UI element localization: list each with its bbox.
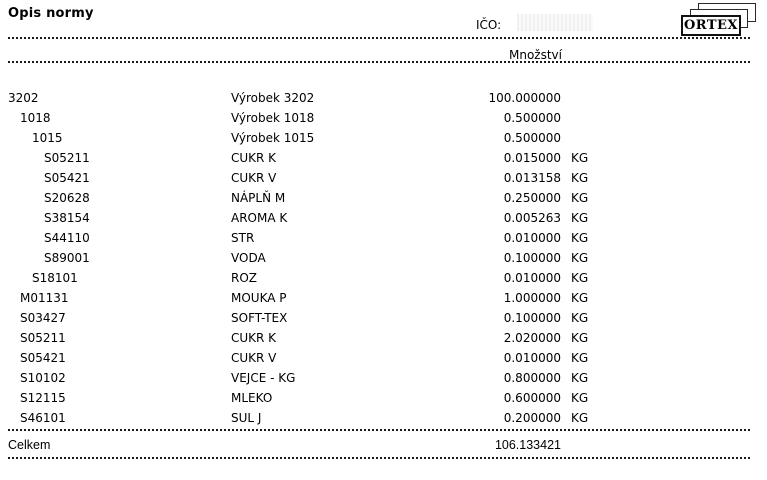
row-quantity: 0.010000: [503, 351, 561, 365]
row-code: S10102: [20, 371, 66, 385]
total-row: Celkem 106.133421: [0, 435, 767, 455]
row-code: 1018: [20, 111, 51, 125]
table-row: S89001 VODA 0.100000 KG: [0, 248, 767, 268]
row-quantity: 0.015000: [503, 151, 561, 165]
row-quantity: 0.005263: [503, 211, 561, 225]
row-unit: KG: [571, 151, 589, 165]
row-quantity: 0.500000: [503, 111, 561, 125]
row-unit: KG: [571, 191, 589, 205]
row-code: 1015: [32, 131, 63, 145]
row-code: S03427: [20, 311, 66, 325]
table-row: S12115 MLEKO 0.600000 KG: [0, 388, 767, 408]
row-unit: KG: [571, 271, 589, 285]
row-name: CUKR K: [231, 151, 277, 165]
row-code: S20628: [44, 191, 90, 205]
row-name: SOFT-TEX: [231, 311, 288, 325]
row-code: S05421: [20, 351, 66, 365]
table-row: 1018 Výrobek 1018 0.500000: [0, 108, 767, 128]
row-unit: KG: [571, 351, 589, 365]
row-unit: KG: [571, 371, 589, 385]
row-quantity: 1.000000: [503, 291, 561, 305]
row-unit: KG: [571, 311, 589, 325]
row-unit: KG: [571, 251, 589, 265]
row-unit: KG: [571, 411, 589, 425]
table-row: S05421 CUKR V 0.013158 KG: [0, 168, 767, 188]
table-row: S46101 SUL J 0.200000 KG: [0, 408, 767, 428]
row-unit: KG: [571, 211, 589, 225]
divider-header-bottom: [8, 61, 750, 63]
row-code: S89001: [44, 251, 90, 265]
ortex-logo: ORTEX: [681, 3, 759, 37]
table-row: M01131 MOUKA P 1.000000 KG: [0, 288, 767, 308]
table-row: S44110 STR 0.010000 KG: [0, 228, 767, 248]
table-row: S05211 CUKR K 2.020000 KG: [0, 328, 767, 348]
row-code: S05211: [20, 331, 66, 345]
table-row: S05211 CUKR K 0.015000 KG: [0, 148, 767, 168]
row-quantity: 0.800000: [503, 371, 561, 385]
row-quantity: 2.020000: [503, 331, 561, 345]
row-code: 3202: [8, 91, 39, 105]
row-unit: KG: [571, 291, 589, 305]
row-name: SUL J: [231, 411, 262, 425]
row-quantity: 0.010000: [503, 231, 561, 245]
row-quantity: 0.010000: [503, 271, 561, 285]
row-name: Výrobek 1015: [231, 131, 315, 145]
row-quantity: 0.013158: [503, 171, 561, 185]
divider-total-top: [8, 429, 750, 431]
row-code: S05211: [44, 151, 90, 165]
row-name: NÁPLŇ M: [231, 191, 286, 205]
table-row: S20628 NÁPLŇ M 0.250000 KG: [0, 188, 767, 208]
row-unit: KG: [571, 171, 589, 185]
row-code: S18101: [32, 271, 78, 285]
row-name: VEJCE - KG: [231, 371, 296, 385]
row-name: AROMA K: [231, 211, 288, 225]
ico-label: IČO:: [476, 18, 502, 32]
divider-header-top: [8, 37, 750, 39]
row-name: CUKR V: [231, 351, 277, 365]
total-label: Celkem: [8, 438, 51, 452]
row-unit: KG: [571, 231, 589, 245]
row-code: M01131: [20, 291, 69, 305]
table-row: S18101 ROZ 0.010000 KG: [0, 268, 767, 288]
table-row: S03427 SOFT-TEX 0.100000 KG: [0, 308, 767, 328]
table-row: 3202 Výrobek 3202 100.000000: [0, 88, 767, 108]
row-unit: KG: [571, 331, 589, 345]
ico-value-redacted: [517, 14, 593, 31]
row-code: S05421: [44, 171, 90, 185]
table-rows: 3202 Výrobek 3202 100.000000 1018 Výrobe…: [0, 88, 767, 428]
row-quantity: 0.250000: [503, 191, 561, 205]
table-row: 1015 Výrobek 1015 0.500000: [0, 128, 767, 148]
table-row: S38154 AROMA K 0.005263 KG: [0, 208, 767, 228]
row-name: VODA: [231, 251, 266, 265]
row-quantity: 0.500000: [503, 131, 561, 145]
page-title: Opis normy: [8, 6, 94, 21]
table-row: S05421 CUKR V 0.010000 KG: [0, 348, 767, 368]
row-name: MOUKA P: [231, 291, 287, 305]
divider-total-bottom: [8, 457, 750, 459]
row-name: CUKR K: [231, 331, 277, 345]
logo-sheet-front: ORTEX: [681, 15, 741, 36]
total-value: 106.133421: [494, 438, 561, 452]
row-name: Výrobek 1018: [231, 111, 315, 125]
row-quantity: 0.200000: [503, 411, 561, 425]
table-row: S10102 VEJCE - KG 0.800000 KG: [0, 368, 767, 388]
row-code: S46101: [20, 411, 66, 425]
row-quantity: 100.000000: [488, 91, 561, 105]
quantity-column-header: Množství: [509, 48, 562, 62]
row-code: S38154: [44, 211, 90, 225]
row-quantity: 0.600000: [503, 391, 561, 405]
row-code: S12115: [20, 391, 66, 405]
row-code: S44110: [44, 231, 90, 245]
row-name: ROZ: [231, 271, 258, 285]
row-unit: KG: [571, 391, 589, 405]
row-quantity: 0.100000: [503, 311, 561, 325]
row-quantity: 0.100000: [503, 251, 561, 265]
row-name: Výrobek 3202: [231, 91, 315, 105]
row-name: MLEKO: [231, 391, 273, 405]
row-name: STR: [231, 231, 255, 245]
row-name: CUKR V: [231, 171, 277, 185]
